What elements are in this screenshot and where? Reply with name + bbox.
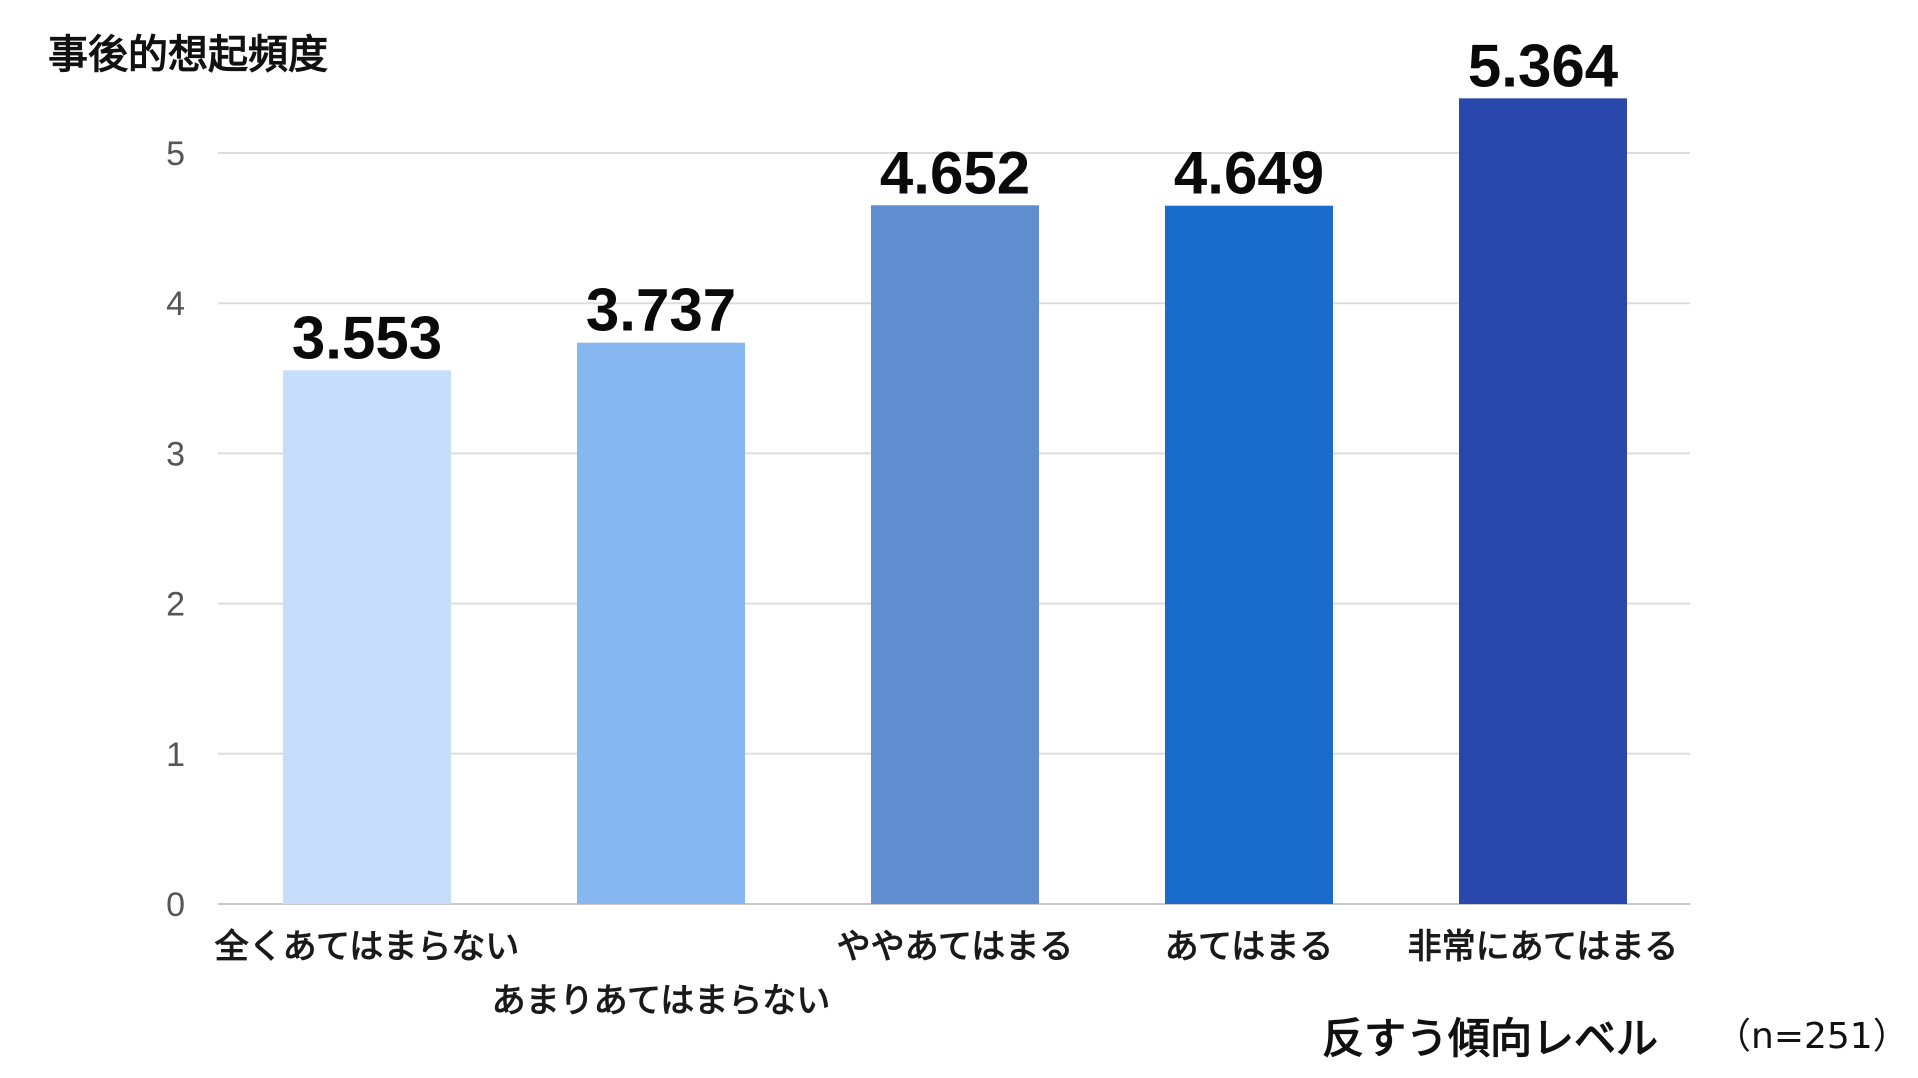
x-tick-label: ややあてはまる xyxy=(837,927,1074,967)
y-tick-labels: 0 1 2 3 4 5 xyxy=(166,135,185,924)
data-label: 4.652 xyxy=(880,139,1030,206)
value-labels: 3.553 3.737 4.652 4.649 5.364 xyxy=(292,32,1619,371)
bar xyxy=(1459,98,1627,904)
bar xyxy=(871,205,1039,904)
bar xyxy=(283,370,451,905)
x-tick-label: あまりあてはまらない xyxy=(492,981,831,1021)
y-tick-label: 3 xyxy=(166,435,185,473)
data-label: 5.364 xyxy=(1468,32,1619,99)
x-tick-label: 非常にあてはまる xyxy=(1408,927,1679,967)
sample-size-note: （n=251） xyxy=(1715,1016,1909,1057)
x-tick-label: 全くあてはまらない xyxy=(214,927,520,967)
data-label: 3.737 xyxy=(586,277,736,344)
x-axis-label: 反すう傾向レベル xyxy=(1322,1014,1659,1063)
x-tick-label: あてはまる xyxy=(1165,927,1334,967)
data-label: 3.553 xyxy=(292,304,442,371)
y-tick-label: 1 xyxy=(166,736,185,774)
y-tick-label: 5 xyxy=(166,135,185,173)
y-tick-label: 2 xyxy=(166,586,185,624)
bar xyxy=(1165,205,1333,904)
y-tick-label: 4 xyxy=(166,285,185,323)
bars xyxy=(283,98,1627,905)
y-tick-label: 0 xyxy=(166,886,185,924)
y-axis-label: 事後的想起頻度 xyxy=(48,32,328,78)
data-label: 4.649 xyxy=(1174,140,1324,207)
bar xyxy=(577,342,745,904)
